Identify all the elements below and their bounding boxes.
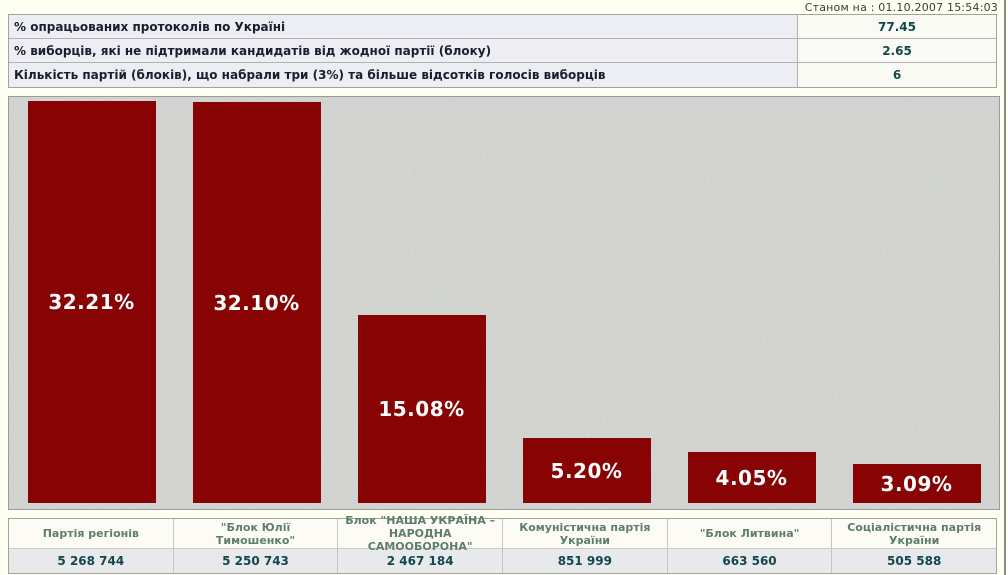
bar-4: 5.20% (522, 438, 651, 503)
paper-texture-background (9, 97, 999, 509)
party-votes-4: 851 999 (503, 549, 668, 573)
bars-layer: 32.21% 32.10% 15.08% 5.20% 4.05% 3.09% (9, 97, 999, 509)
party-name-4: Комуністична партія України (503, 519, 668, 548)
bar-value-label: 15.08% (378, 397, 465, 421)
party-name-6: Соціалістична партія України (847, 520, 982, 547)
summary-label: % виборців, які не підтримали кандидатів… (9, 39, 798, 62)
bar-6: 3.09% (852, 464, 981, 503)
summary-value: 6 (798, 63, 996, 87)
bar-chart: 32.21% 32.10% 15.08% 5.20% 4.05% 3.09% (8, 96, 1000, 510)
summary-value: 77.45 (798, 15, 996, 38)
party-name-2: "Блок Юлії Тимошенко" (174, 519, 339, 548)
bar-1: 32.21% (27, 101, 156, 503)
bar-value-label: 32.10% (213, 290, 300, 315)
bar-2: 32.10% (192, 102, 321, 503)
bar-value-label: 32.21% (48, 290, 135, 314)
party-name-3: Блок "НАША УКРАЇНА – НАРОДНА САМООБОРОНА… (338, 514, 504, 553)
party-name-1: Партія регіонів (9, 519, 174, 548)
party-votes-6: 505 588 (887, 554, 942, 568)
summary-row-protocols: % опрацьованих протоколів по Україні 77.… (9, 15, 996, 39)
party-votes-3: 2 467 184 (338, 549, 504, 573)
bar-value-label: 3.09% (880, 471, 953, 496)
bar-3: 15.08% (357, 315, 486, 503)
parties-table: Партія регіонів "Блок Юлії Тимошенко" Блок… (8, 514, 997, 574)
window-edge-divider (1004, 0, 1006, 575)
summary-label: % опрацьованих протоколів по Україні (9, 15, 798, 38)
summary-row-parties-over-threshold: Кількість партій (блоків), що набрали тр… (9, 63, 996, 87)
party-votes-row: 5 268 744 5 250 743 2 467 184 851 999 663 56… (9, 549, 996, 573)
party-names-row: Партія регіонів "Блок Юлії Тимошенко" Блок… (9, 514, 996, 553)
summary-value: 2.65 (798, 39, 996, 62)
summary-row-against-all: % виборців, які не підтримали кандидатів… (9, 39, 996, 63)
bar-5: 4.05% (687, 452, 816, 503)
party-votes-5: 663 560 (668, 549, 833, 573)
summary-table: % опрацьованих протоколів по Україні 77.… (8, 14, 997, 88)
party-votes-1: 5 268 744 (9, 549, 174, 573)
bar-value-label: 4.05% (715, 465, 788, 490)
party-name-5: "Блок Литвина" (668, 519, 833, 548)
status-timestamp: Станом на : 01.10.2007 15:54:03 (804, 1, 998, 14)
summary-label: Кількість партій (блоків), що набрали тр… (9, 63, 798, 87)
party-votes-2: 5 250 743 (174, 549, 339, 573)
bar-value-label: 5.20% (550, 458, 623, 483)
